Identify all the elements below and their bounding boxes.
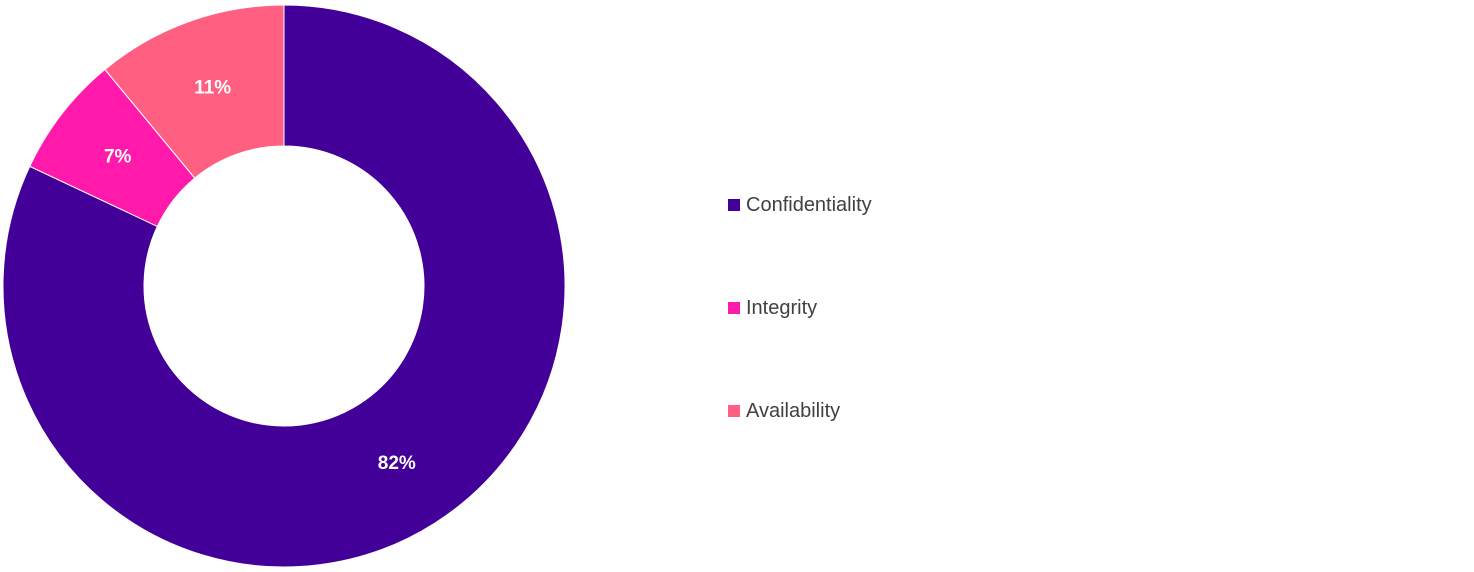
legend-label-confidentiality: Confidentiality	[746, 193, 872, 216]
donut-svg: 82% 7% 11%	[2, 4, 566, 568]
data-label-availability: 11%	[194, 77, 231, 98]
data-labels-group: 82% 7% 11%	[104, 77, 416, 474]
slice-availability	[104, 4, 285, 179]
slice-confidentiality	[2, 4, 566, 568]
legend-swatch-integrity	[728, 302, 740, 314]
legend-item-availability: Availability	[728, 396, 1028, 426]
slices-group	[2, 4, 566, 568]
legend-swatch-confidentiality	[728, 199, 740, 211]
data-label-confidentiality: 82%	[378, 453, 416, 474]
legend-swatch-availability	[728, 405, 740, 417]
legend-label-availability: Availability	[746, 399, 841, 422]
legend-item-confidentiality: Confidentiality	[728, 190, 1028, 220]
data-label-integrity: 7%	[104, 146, 132, 167]
legend-label-integrity: Integrity	[746, 296, 818, 319]
legend-item-integrity: Integrity	[728, 293, 1028, 323]
legend: Confidentiality Integrity Availability	[728, 190, 1028, 499]
